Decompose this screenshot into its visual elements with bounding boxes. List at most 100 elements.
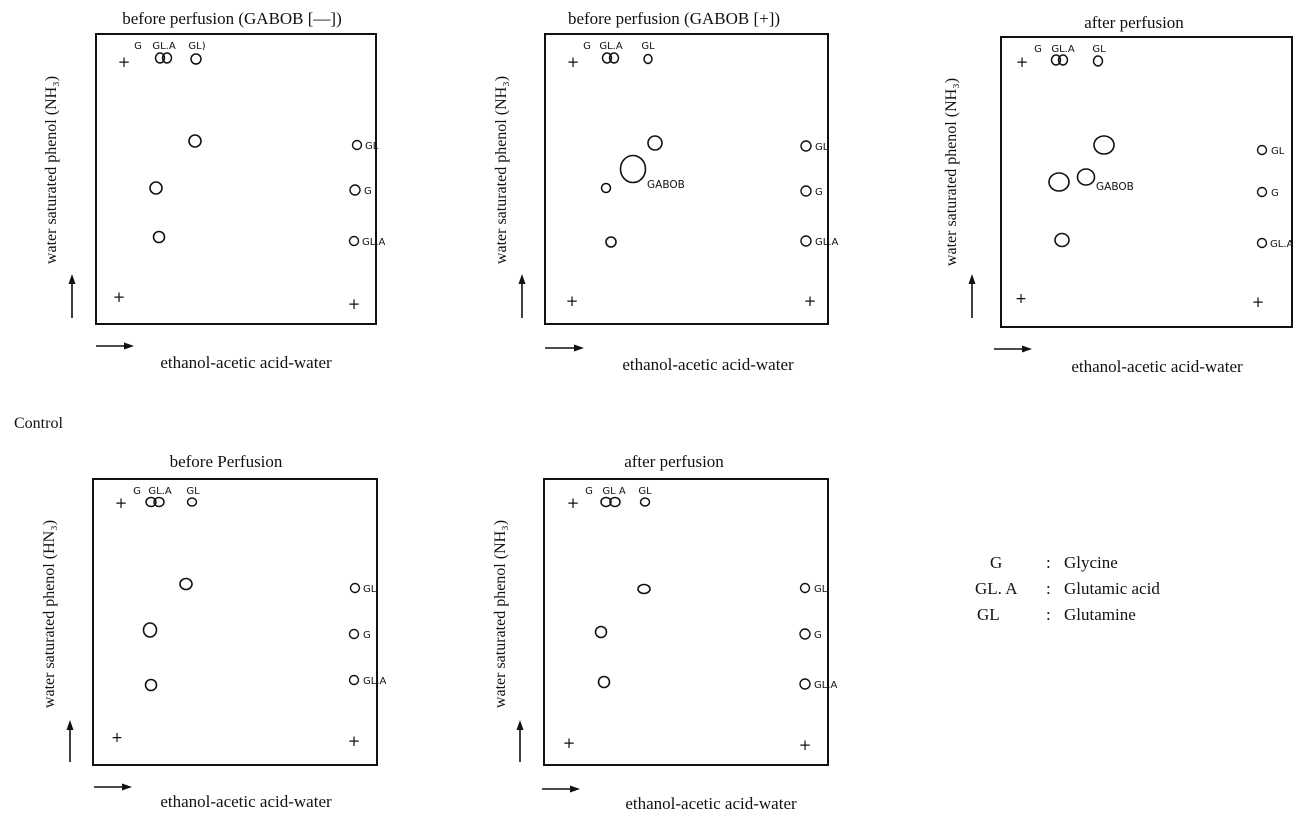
origin-mark-top-left: +: [118, 53, 131, 71]
origin-mark-bottom-left: +: [113, 288, 126, 306]
legend-abbr: GL. A: [975, 579, 1018, 598]
panel-control-after: after perfusion water saturated phenol (…: [492, 452, 837, 813]
ref-spot-g: [799, 628, 811, 640]
legend-name: Glutamine: [1064, 605, 1136, 624]
y-axis-label: water saturated phenol (NH₃): [493, 76, 510, 264]
origin-mark-bottom-right: +: [804, 292, 817, 310]
top-label-gl: GL: [1092, 44, 1106, 55]
x-axis-arrow-icon: [542, 785, 580, 793]
spot-label-gabob: GABOB: [647, 179, 685, 191]
y-axis-arrow-icon: [66, 720, 74, 762]
panel-title: after perfusion: [624, 452, 724, 471]
origin-mark-bottom-right: +: [799, 736, 812, 754]
y-axis-arrow-icon: [68, 274, 76, 318]
x-axis-label: ethanol-acetic acid-water: [160, 353, 332, 372]
ref-label-g: G: [364, 186, 372, 197]
x-axis-label: ethanol-acetic acid-water: [160, 792, 332, 811]
ref-label-gl: GL: [814, 584, 828, 595]
spot-gl: [179, 577, 193, 591]
ref-label-g: G: [814, 630, 822, 641]
spot-g-top: [1050, 54, 1062, 66]
ref-spot-gla: [799, 678, 811, 690]
legend-item-glutamic-acid: GL. A : Glutamic acid: [975, 579, 1160, 598]
origin-mark-top-left: +: [567, 53, 580, 71]
ref-label-gl: GL: [815, 142, 829, 153]
spot-gl-top: [186, 497, 198, 507]
spot-g-top: [601, 52, 613, 64]
ref-label-g: G: [363, 630, 371, 641]
spot-gla: [597, 675, 611, 689]
spot-gla: [152, 230, 166, 244]
y-axis-label: water saturated phenol (NH₃): [492, 520, 509, 708]
spot-gla-top: [153, 496, 165, 508]
y-axis-arrow-icon: [516, 720, 524, 762]
x-axis-label: ethanol-acetic acid-water: [622, 355, 794, 374]
chromatogram-frame: [95, 33, 377, 325]
x-axis-arrow-icon: [94, 783, 132, 791]
y-axis-arrow-icon: [968, 274, 976, 318]
ref-spot-gl: [351, 139, 363, 151]
origin-mark-bottom-right: +: [348, 295, 361, 313]
ref-label-gla: GL.A: [363, 676, 386, 687]
spot-gl-top: [639, 497, 651, 507]
spot-gla: [144, 678, 158, 692]
spot-gla-top: [161, 52, 173, 64]
top-label-g: G: [134, 41, 142, 52]
spot-g: [600, 182, 612, 194]
ref-spot-gla: [1256, 237, 1268, 249]
ref-label-gla: GL.A: [1270, 239, 1293, 250]
spot-label-gabob: GABOB: [1096, 181, 1134, 193]
ref-spot-gla: [348, 235, 360, 247]
ref-label-gl: GL: [365, 141, 379, 152]
legend-item-glutamine: GL : Glutamine: [977, 605, 1136, 624]
ref-label-gla: GL.A: [815, 237, 838, 248]
legend-name: Glycine: [1064, 553, 1118, 572]
spot-gla-top: [1057, 54, 1069, 66]
spot-gl: [1093, 135, 1115, 155]
spot-gabob: [619, 154, 647, 184]
panel-control-before: before Perfusion water saturated phenol …: [41, 452, 386, 811]
spot-g-top: [154, 52, 166, 64]
spot-gla-top: [608, 52, 620, 64]
spot-gl-top: [1092, 55, 1104, 67]
spot-gl-top: [643, 53, 653, 65]
legend-separator: :: [1046, 579, 1051, 598]
origin-mark-bottom-right: +: [1252, 293, 1265, 311]
top-label-gl: GL: [186, 486, 200, 497]
top-label-g: G: [1034, 44, 1042, 55]
x-axis-arrow-icon: [545, 344, 584, 352]
section-label-control: Control: [14, 415, 63, 432]
top-label-gla: GL.A: [1051, 44, 1074, 55]
spot-g-top: [145, 496, 157, 508]
legend-separator: :: [1046, 553, 1051, 572]
y-axis-label: water saturated phenol (NH₃): [43, 76, 60, 264]
spot-gl: [188, 134, 202, 148]
top-label-g: G: [585, 486, 593, 497]
ref-spot-gla: [348, 674, 360, 686]
spot-gabob: [1076, 168, 1096, 186]
legend: G : Glycine GL. A : Glutamic acid GL : G…: [975, 553, 1160, 624]
x-axis-arrow-icon: [96, 342, 134, 350]
panel-gabob-minus: before perfusion (GABOB [—]) water satur…: [43, 9, 385, 372]
x-axis-arrow-icon: [994, 345, 1032, 353]
ref-label-gl: GL: [1271, 146, 1285, 157]
top-label-gla: GL.A: [152, 41, 175, 52]
ref-spot-g: [349, 184, 361, 196]
chromatogram-frame: [92, 478, 378, 766]
spot-gl-top: [190, 53, 202, 65]
spot-gla-top: [609, 496, 621, 508]
y-axis-arrow-icon: [518, 274, 526, 318]
ref-spot-g: [348, 628, 360, 640]
y-axis-label: water saturated phenol (NH₃): [943, 78, 960, 266]
ref-spot-g: [1256, 186, 1268, 198]
panel-title: before perfusion (GABOB [+]): [568, 9, 780, 28]
ref-spot-gla: [800, 235, 812, 247]
spot-gla: [605, 236, 617, 248]
origin-mark-bottom-left: +: [111, 730, 123, 746]
panel-after: after perfusion water saturated phenol (…: [943, 13, 1293, 376]
x-axis-label: ethanol-acetic acid-water: [625, 794, 797, 813]
ref-label-g: G: [815, 187, 823, 198]
spot-gla: [1054, 232, 1070, 248]
legend-abbr: GL: [977, 605, 1000, 624]
